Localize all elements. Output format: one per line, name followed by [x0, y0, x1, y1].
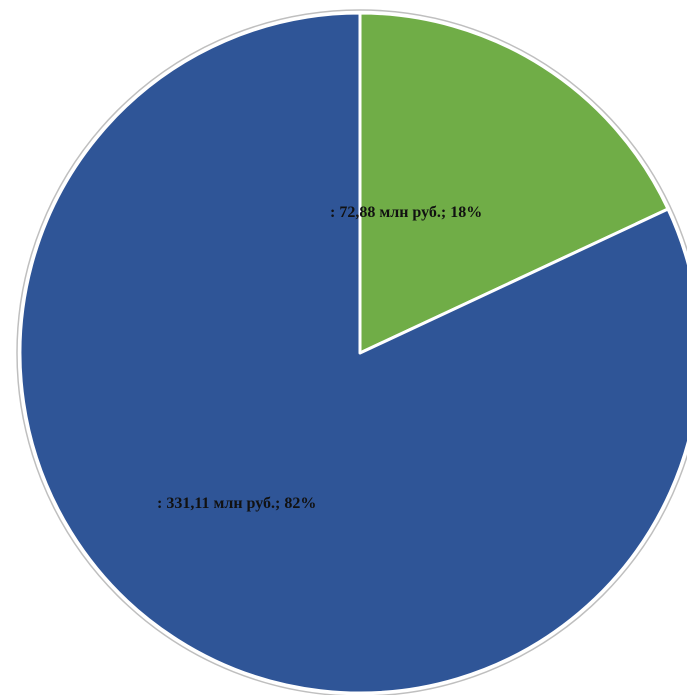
pie-slices [18, 11, 687, 695]
slice-label-blue: : 331,11 млн руб.; 82% [157, 495, 316, 512]
pie-slice-blue [18, 11, 687, 695]
pie-outline [16, 9, 687, 695]
pie-slice-green [358, 11, 670, 355]
slice-label-green: : 72,88 млн руб.; 18% [330, 204, 482, 221]
pie-labels: : 72,88 млн руб.; 18% : 331,11 млн руб.;… [157, 204, 482, 512]
